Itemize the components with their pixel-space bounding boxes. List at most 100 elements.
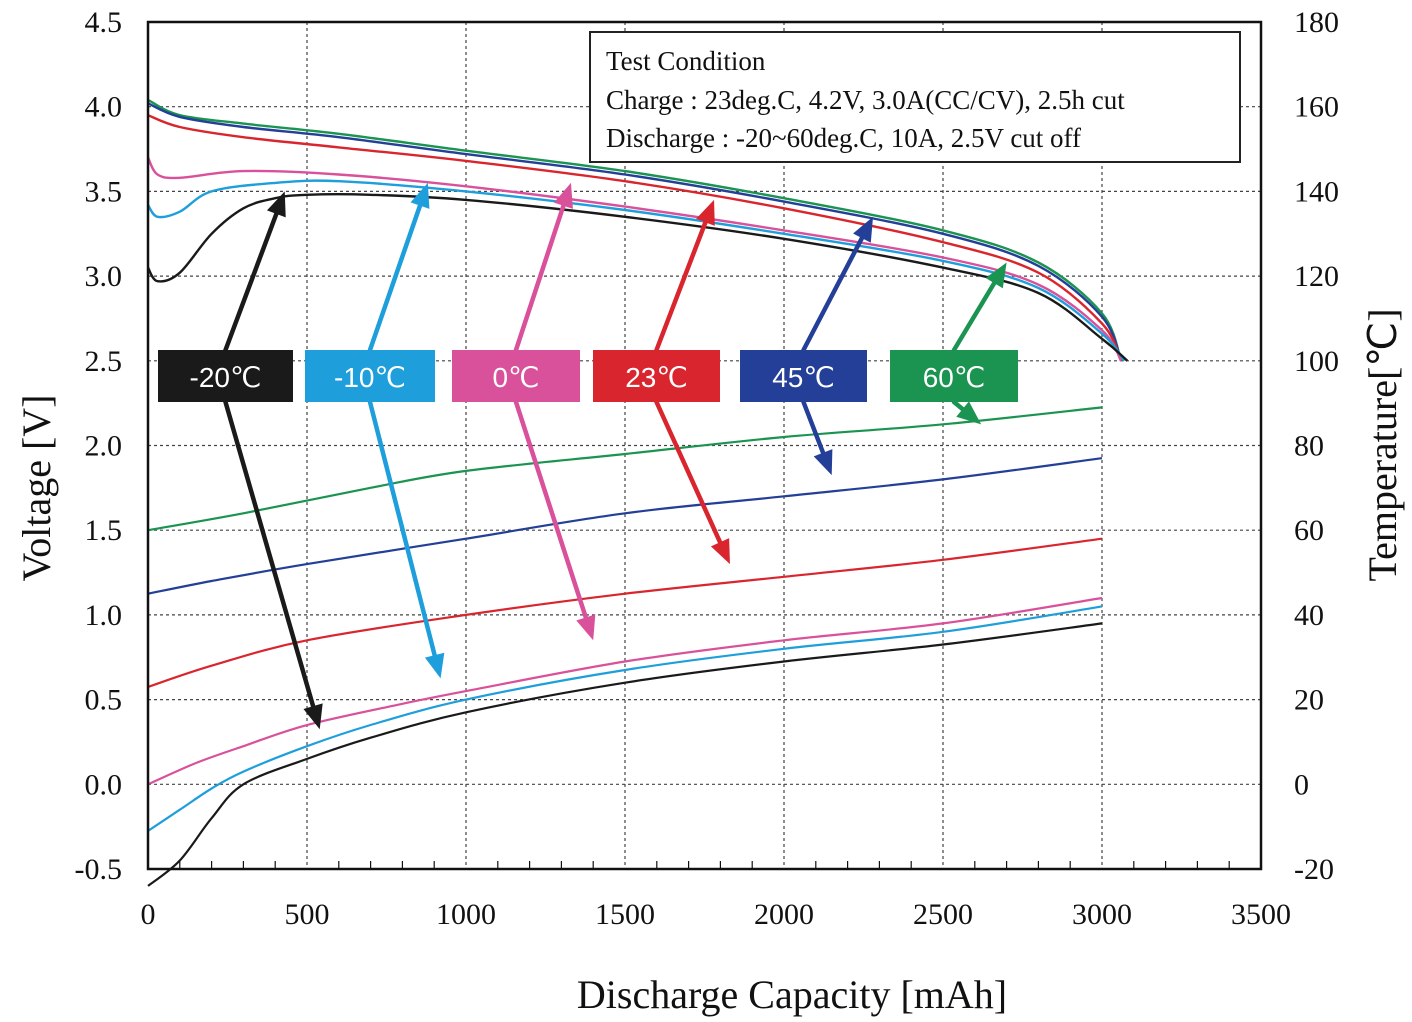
temperature-curve-60 xyxy=(147,406,1103,532)
arrow-temperature--20 xyxy=(223,399,323,730)
arrow-temperature-60-head xyxy=(956,401,982,425)
y-axis-title: Voltage [V] xyxy=(14,395,59,582)
arrow-temperature--20-head xyxy=(303,703,323,730)
voltage-curve-45 xyxy=(147,102,1123,362)
y-tick-label: 4.0 xyxy=(85,91,123,124)
arrow-temperature--10-shaft xyxy=(367,399,437,658)
voltage-curve--10 xyxy=(146,179,1126,362)
arrow-voltage-60 xyxy=(951,262,1007,353)
plot-frame xyxy=(146,20,1263,871)
series-label-text--20: -20℃ xyxy=(190,362,262,393)
series-label-box-23 xyxy=(593,350,720,402)
y2-tick-label: 100 xyxy=(1294,345,1339,378)
y-tick-label: 0.5 xyxy=(85,684,123,717)
series-label-text-60: 60℃ xyxy=(923,362,986,393)
annotation-arrows xyxy=(223,182,1007,730)
arrow-voltage-45-head xyxy=(853,216,874,243)
test-condition-title: Test Condition xyxy=(606,46,766,76)
arrow-temperature-0-shaft xyxy=(513,399,589,620)
x-tick-label: 0 xyxy=(141,898,156,931)
x-tick-label: 3500 xyxy=(1231,898,1291,931)
arrow-temperature--20-shaft xyxy=(223,399,316,709)
y-tick-label: 2.0 xyxy=(85,430,123,463)
arrow-voltage-60-shaft xyxy=(951,280,997,353)
series-label-text-45: 45℃ xyxy=(772,362,835,393)
arrow-temperature-23 xyxy=(654,399,730,565)
y2-tick-label: 180 xyxy=(1294,6,1339,39)
voltage-curve-23 xyxy=(147,114,1123,362)
arrow-voltage--20-shaft xyxy=(223,211,279,353)
arrow-voltage-23-shaft xyxy=(654,220,708,353)
y2-tick-label: 20 xyxy=(1294,684,1324,717)
arrow-temperature-0 xyxy=(513,399,596,641)
arrow-temperature--10-head xyxy=(424,652,445,679)
series-label--10: -10℃ xyxy=(305,350,435,402)
arrow-voltage--10 xyxy=(367,182,430,353)
x-tick-label: 1000 xyxy=(436,898,496,931)
test-condition-frame xyxy=(589,31,1241,163)
series-label-box-0 xyxy=(452,350,580,402)
series-labels: -20℃ -10℃ 0℃ 23℃ 45℃ 60℃ xyxy=(158,350,1018,402)
arrow-voltage--20-head xyxy=(266,191,286,218)
voltage-curves xyxy=(146,98,1129,362)
series-label-box-45 xyxy=(740,350,867,402)
series-label-box--20 xyxy=(158,350,293,402)
x-tick-label: 500 xyxy=(285,898,330,931)
arrow-temperature-60 xyxy=(951,399,982,425)
series-label-45: 45℃ xyxy=(740,350,867,402)
series-label-text--10: -10℃ xyxy=(334,362,406,393)
test-condition-discharge: Discharge : -20~60deg.C, 10A, 2.5V cut o… xyxy=(606,123,1081,153)
y2-tick-label: 120 xyxy=(1294,260,1339,293)
temperature-curve--10 xyxy=(147,605,1103,832)
arrow-temperature-23-shaft xyxy=(654,399,723,545)
temperature-curve-45 xyxy=(147,457,1103,595)
arrow-voltage--10-shaft xyxy=(367,203,423,353)
y-tick-label: 2.5 xyxy=(85,345,123,378)
arrow-temperature-45-shaft xyxy=(801,399,826,456)
series-label-0: 0℃ xyxy=(452,350,580,402)
voltage-curve-60 xyxy=(147,98,1123,362)
y2-tick-label: 0 xyxy=(1294,768,1309,801)
test-condition-box: Test Condition Charge : 23deg.C, 4.2V, 3… xyxy=(589,31,1241,163)
arrow-voltage-23 xyxy=(654,199,715,353)
y-tick-label: 0.0 xyxy=(85,768,123,801)
y2-axis-title: Temperature[℃] xyxy=(1360,308,1405,581)
y2-tick-label: 160 xyxy=(1294,91,1339,124)
x-axis-title: Discharge Capacity [mAh] xyxy=(577,972,1007,1017)
y-tick-label: 1.0 xyxy=(85,599,123,632)
arrow-temperature--10 xyxy=(367,399,445,679)
y2-tick-label: 40 xyxy=(1294,599,1324,632)
arrow-voltage-45 xyxy=(801,216,874,353)
y2-tick-label: 140 xyxy=(1294,175,1339,208)
series-label-text-23: 23℃ xyxy=(625,362,688,393)
arrow-voltage--10-head xyxy=(410,182,430,209)
temperature-curve--20 xyxy=(147,622,1103,887)
arrow-temperature-60-shaft xyxy=(951,399,965,412)
temperature-curve-23 xyxy=(147,537,1103,688)
arrow-voltage-60-head xyxy=(985,262,1007,289)
series-label-text-0: 0℃ xyxy=(492,362,539,393)
y-tick-label: 4.5 xyxy=(85,6,123,39)
y2-tick-label: 60 xyxy=(1294,514,1324,547)
grid-lines xyxy=(148,22,1261,869)
series-label-box-60 xyxy=(890,350,1018,402)
x-tick-label: 1500 xyxy=(595,898,655,931)
axis-tick-labels: 0 500 1000 1500 2000 2500 3000 3500-0.50.00.51.… xyxy=(75,6,1340,931)
voltage-curve-0 xyxy=(146,156,1123,362)
y2-tick-label: 80 xyxy=(1294,430,1324,463)
series-label-box--10 xyxy=(305,350,435,402)
arrow-voltage-0-shaft xyxy=(513,203,566,353)
y2-tick-label: -20 xyxy=(1294,853,1334,886)
series-label-60: 60℃ xyxy=(890,350,1018,402)
x-tick-label: 3000 xyxy=(1072,898,1132,931)
arrow-temperature-0-head xyxy=(576,614,596,641)
y-tick-label: 1.5 xyxy=(85,514,123,547)
arrow-voltage--20 xyxy=(223,191,286,353)
series-label-23: 23℃ xyxy=(593,350,720,402)
arrow-temperature-23-head xyxy=(710,538,730,565)
x-tick-label: 2500 xyxy=(913,898,973,931)
arrow-voltage-45-shaft xyxy=(801,235,865,353)
series-label--20: -20℃ xyxy=(158,350,293,402)
test-condition-charge: Charge : 23deg.C, 4.2V, 3.0A(CC/CV), 2.5… xyxy=(606,85,1125,115)
